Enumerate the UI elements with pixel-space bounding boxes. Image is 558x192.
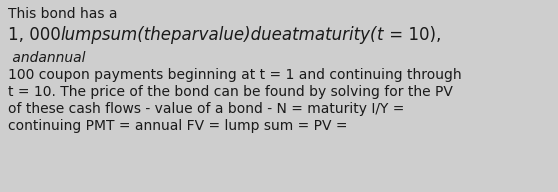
Text: continuing PMT = annual FV = lump sum = PV =: continuing PMT = annual FV = lump sum = … <box>8 119 348 133</box>
Text: t: t <box>377 26 384 44</box>
Text: of these cash flows - value of a bond - N = maturity I/Y =: of these cash flows - value of a bond - … <box>8 102 405 116</box>
Text: lumpsum(theparvalue)dueatmaturity(: lumpsum(theparvalue)dueatmaturity( <box>61 26 377 44</box>
Text: 100 coupon payments beginning at t = 1 and continuing through: 100 coupon payments beginning at t = 1 a… <box>8 68 461 82</box>
Text: andannual: andannual <box>8 51 85 65</box>
Text: t = 10. The price of the bond can be found by solving for the PV: t = 10. The price of the bond can be fou… <box>8 85 453 99</box>
Text: 1, 000: 1, 000 <box>8 26 61 44</box>
Text: This bond has a: This bond has a <box>8 7 118 21</box>
Text: = 10),: = 10), <box>384 26 441 44</box>
